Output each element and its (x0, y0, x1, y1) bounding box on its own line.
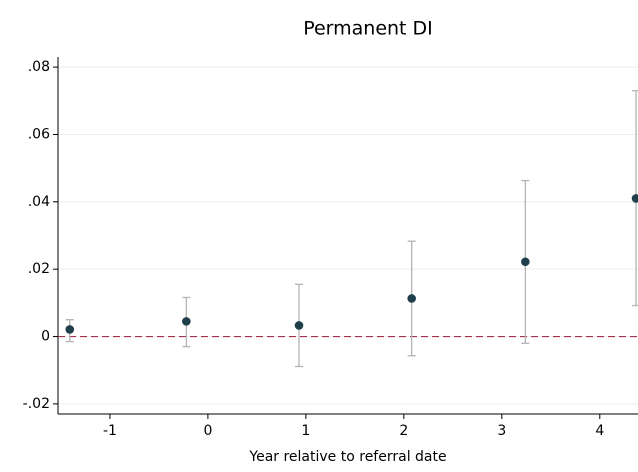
y-tick-label: .06 (28, 126, 50, 142)
x-tick-label: -1 (103, 423, 117, 439)
x-tick-label: 1 (301, 423, 310, 439)
point (631, 194, 638, 203)
point (407, 294, 416, 303)
x-axis-label: Year relative to referral date (248, 449, 446, 465)
point (65, 325, 75, 334)
x-tick-label: 4 (595, 423, 604, 439)
y-tick-label: .08 (28, 59, 50, 75)
point (182, 317, 191, 326)
y-tick-label: .02 (28, 261, 50, 277)
chart-title: Permanent DI (303, 18, 433, 40)
x-tick-label: 0 (203, 423, 212, 439)
y-tick-label: 0 (41, 329, 50, 345)
x-tick-label: 3 (497, 423, 506, 439)
y-tick-label: .04 (28, 194, 50, 210)
x-tick-label: 2 (399, 423, 408, 439)
point (521, 257, 530, 267)
point (294, 321, 304, 330)
y-tick-label: -.02 (23, 396, 50, 412)
